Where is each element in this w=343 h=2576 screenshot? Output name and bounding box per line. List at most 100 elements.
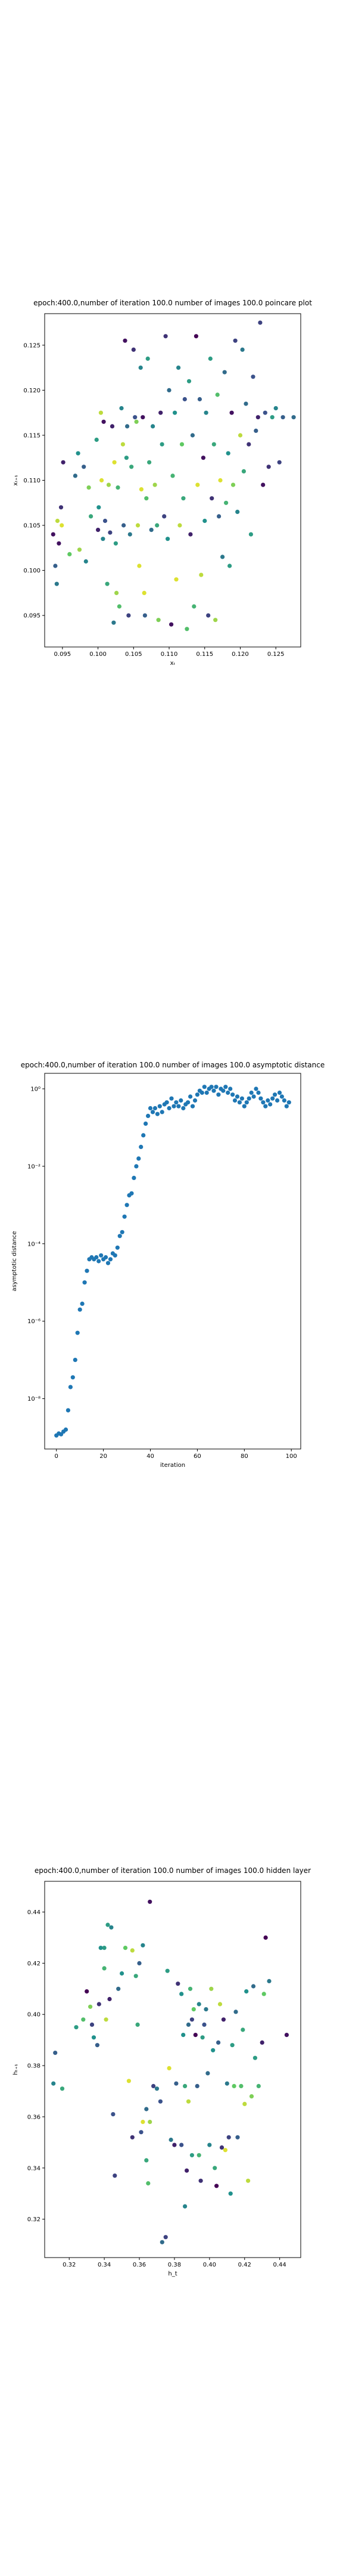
scatter-point xyxy=(194,334,198,339)
scatter-point xyxy=(133,1974,138,1979)
scatter-point xyxy=(214,1085,219,1089)
scatter-point xyxy=(141,2119,145,2125)
scatter-point xyxy=(222,370,227,374)
scatter-point xyxy=(137,1961,142,1965)
scatter-point xyxy=(244,401,248,406)
scatter-point xyxy=(206,613,211,618)
scatter-point xyxy=(186,2022,191,2027)
scatter-point xyxy=(176,366,181,370)
scatter-point xyxy=(149,528,154,532)
scatter-point xyxy=(255,415,260,420)
scatter-point xyxy=(51,532,55,537)
scatter-point xyxy=(173,410,177,415)
scatter-point xyxy=(230,2043,235,2048)
scatter-point xyxy=(89,514,93,519)
scatter-point xyxy=(254,1086,258,1091)
scatter-point xyxy=(169,622,174,627)
y-axis-label: hₜ₊₁ xyxy=(13,2064,19,2075)
y-tick-label: 0.34 xyxy=(27,2165,40,2172)
scatter-point xyxy=(115,1245,120,1250)
scatter-point xyxy=(129,1191,134,1196)
scatter-point xyxy=(51,2081,56,2086)
y-tick-label: 0.40 xyxy=(27,2012,40,2018)
scatter-point xyxy=(88,2004,93,2009)
scatter-point xyxy=(86,485,91,490)
y-tick-label: 0.36 xyxy=(27,2114,40,2120)
scatter-point xyxy=(102,1946,107,1950)
scatter-point xyxy=(144,2158,149,2163)
scatter-point xyxy=(211,442,216,447)
scatter-point xyxy=(235,2135,240,2140)
scatter-point xyxy=(116,485,120,490)
y-tick-label: 10⁰ xyxy=(30,1086,40,1092)
scatter-point xyxy=(127,532,132,537)
scatter-point xyxy=(120,1971,124,1976)
scatter-point xyxy=(99,1253,104,1258)
x-tick-label: 60 xyxy=(194,1453,201,1460)
scatter-point xyxy=(202,518,207,524)
scatter-point xyxy=(254,428,258,434)
scatter-point xyxy=(165,1968,170,1973)
plot-frame xyxy=(44,313,301,648)
scatter-point xyxy=(134,419,139,424)
scatter-point xyxy=(267,1979,272,1983)
y-tick-label: 10⁻⁴ xyxy=(27,1241,40,1247)
scatter-point xyxy=(179,2142,184,2147)
scatter-point xyxy=(220,555,225,559)
scatter-point xyxy=(160,1110,164,1114)
chart-panel-1: epoch:400.0,number of iteration 100.0 nu… xyxy=(13,299,312,667)
y-tick-label: 0.125 xyxy=(23,342,40,349)
scatter-point xyxy=(152,1106,157,1111)
x-tick-label: 20 xyxy=(99,1453,107,1460)
scatter-point xyxy=(104,2017,108,2022)
scatter-point xyxy=(249,1090,254,1095)
scatter-point xyxy=(134,1164,139,1169)
scatter-point xyxy=(229,410,234,415)
scatter-point xyxy=(247,1096,251,1101)
scatter-point xyxy=(172,2142,177,2147)
scatter-point xyxy=(108,530,113,535)
scatter-point xyxy=(190,433,195,438)
scatter-point xyxy=(117,1234,122,1239)
scatter-point xyxy=(186,2099,191,2104)
scatter-point xyxy=(122,1214,127,1219)
scatter-point xyxy=(202,1085,207,1089)
scatter-point xyxy=(207,2142,212,2147)
scatter-point xyxy=(273,406,278,411)
scatter-point xyxy=(239,1096,244,1101)
scatter-point xyxy=(261,482,266,487)
scatter-point xyxy=(172,1104,176,1109)
scatter-point xyxy=(101,537,105,541)
scatter-point xyxy=(190,1104,195,1109)
x-tick-label: 0.095 xyxy=(54,651,71,658)
x-tick-label: 0.36 xyxy=(133,2262,146,2268)
scatter-point xyxy=(216,2040,221,2045)
scatter-point xyxy=(89,2022,95,2027)
scatter-point xyxy=(258,320,263,325)
scatter-point xyxy=(233,2010,238,2014)
scatter-point xyxy=(228,2191,233,2196)
scatter-point xyxy=(120,1230,124,1234)
scatter-point xyxy=(144,496,149,501)
scatter-point xyxy=(195,1092,199,1097)
scatter-point xyxy=(256,1090,261,1095)
scatter-point xyxy=(200,2035,205,2040)
y-tick-label: 0.120 xyxy=(23,388,40,394)
scatter-point xyxy=(183,2083,188,2088)
scatter-point xyxy=(105,1261,111,1265)
scatter-point xyxy=(192,604,197,609)
scatter-point xyxy=(81,2017,86,2022)
scatter-point xyxy=(248,532,253,537)
scatter-point xyxy=(152,482,157,487)
scatter-point xyxy=(233,338,238,343)
scatter-point xyxy=(98,1946,103,1950)
scatter-point xyxy=(197,397,202,402)
scatter-point xyxy=(237,1100,242,1105)
scatter-point xyxy=(185,2168,189,2173)
scatter-point xyxy=(263,1104,268,1109)
scatter-point xyxy=(156,618,161,623)
scatter-point xyxy=(188,1986,193,1991)
scatter-point xyxy=(167,388,172,393)
scatter-point xyxy=(181,2033,186,2038)
x-tick-label: 0.110 xyxy=(161,651,178,658)
